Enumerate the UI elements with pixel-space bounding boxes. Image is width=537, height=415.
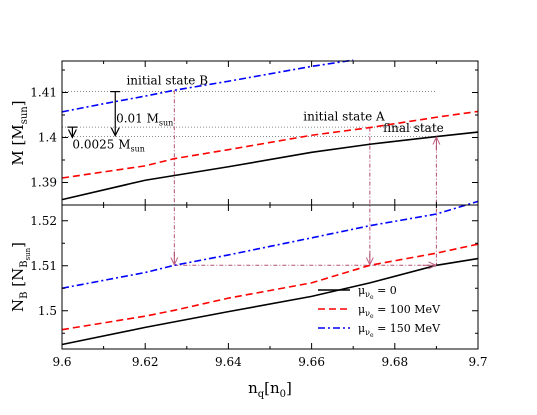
legend-entry-1-e: e (370, 313, 374, 320)
legend-entry-2: μνe = 150 MeV (358, 322, 441, 339)
top-y-label-bracket-close: ] (9, 100, 27, 106)
bottom-series-line-1 (61, 243, 479, 331)
annotations-layer: initial state B initial state A final st… (72, 73, 443, 153)
legend-entry-2-mu: μ (358, 322, 365, 335)
top-y-label-bracket-sub: sun (19, 106, 30, 125)
annotation-initial-state-b: initial state B (126, 73, 208, 87)
annotation-delta-0-0025-sub: sun (130, 144, 144, 153)
x-tick-label-4: 9.68 (381, 355, 408, 369)
ticks-layer: 9.6 9.62 9.64 9.66 9.68 9.7 1.39 1.4 1.41 1.5 1.51… (30, 61, 488, 369)
bottom-y-tick-label-1: 1.51 (30, 259, 57, 273)
bottom-series-line-2 (61, 200, 479, 290)
bottom-y-label-bracket-open: [N (9, 268, 27, 292)
legend-entry-2-e: e (370, 332, 374, 339)
top-y-label-bracket-open: [M (9, 124, 27, 150)
top-y-tick-label-2: 1.41 (30, 86, 57, 100)
bottom-y-label-bracket-sub: B (19, 260, 30, 267)
x-label-sub: q (258, 389, 265, 400)
x-label-bracket-open: [n (264, 379, 280, 397)
legend-entry-1-mu: μ (358, 303, 365, 316)
annotation-delta-0-01-sub: sun (159, 119, 173, 128)
annotation-delta-0-01: 0.01 Msun (116, 112, 173, 128)
top-y-tick-label-0: 1.39 (30, 176, 57, 190)
x-label-bracket-sub: 0 (280, 389, 286, 400)
bottom-y-axis-label: NB [NBsun] (9, 242, 32, 312)
top-y-tick-label-1: 1.4 (38, 131, 57, 145)
bottom-series-line-0 (61, 257, 479, 346)
top-y-label-main: M (9, 150, 27, 165)
legend: μνe = 0 μνe = 100 MeV μνe = 150 MeV (318, 284, 441, 339)
annotation-final-state: final state (383, 121, 444, 135)
annotation-delta-0-01-main: 0.01 M (116, 112, 159, 126)
legend-entry-1: μνe = 100 MeV (358, 303, 441, 320)
legend-entry-0-mu: μ (358, 284, 365, 297)
bottom-y-label-sub: B (19, 292, 30, 299)
arrows-layer (67, 90, 436, 266)
top-y-axis-label: M [Msun] (9, 100, 30, 165)
x-tick-label-3: 9.66 (298, 355, 325, 369)
x-tick-label-0: 9.6 (52, 355, 71, 369)
x-tick-label-2: 9.64 (215, 355, 242, 369)
x-tick-label-5: 9.7 (468, 355, 487, 369)
bottom-y-label-bracket-subsub: sun (24, 247, 32, 260)
reference-lines-layer (62, 90, 437, 266)
legend-entry-2-nu: ν (365, 328, 370, 337)
legend-entry-0-text: = 0 (374, 284, 397, 297)
legend-entry-2-text: = 150 MeV (374, 322, 441, 335)
legend-entry-1-nu: ν (365, 309, 370, 318)
legend-entry-0-e: e (370, 294, 374, 301)
top-series-line-1 (61, 110, 479, 179)
x-axis-label: nq[n0] (248, 379, 292, 400)
x-label-bracket-close: ] (286, 379, 292, 397)
x-tick-label-1: 9.62 (132, 355, 159, 369)
bottom-y-label-bracket-close: ] (9, 242, 27, 248)
annotation-delta-0-0025-main: 0.0025 M (72, 137, 130, 151)
annotation-initial-state-a: initial state A (303, 109, 385, 123)
bottom-y-tick-label-0: 1.5 (38, 304, 57, 318)
bottom-y-label-main: N (9, 299, 27, 312)
legend-entry-1-text: = 100 MeV (374, 303, 441, 316)
bottom-y-tick-label-2: 1.52 (30, 214, 57, 228)
legend-entry-0-nu: ν (365, 290, 370, 299)
annotation-delta-0-0025: 0.0025 Msun (72, 137, 145, 153)
legend-entry-0: μνe = 0 (358, 284, 397, 301)
x-label-main: n (248, 379, 258, 397)
